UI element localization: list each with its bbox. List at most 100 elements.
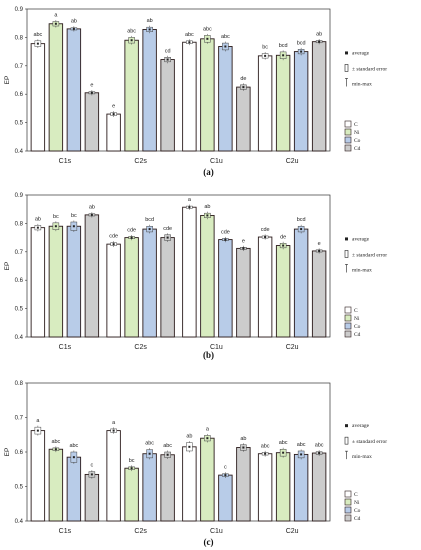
significance-letter: bc — [262, 45, 268, 51]
mean-point — [36, 42, 39, 45]
bar — [66, 225, 82, 338]
mean-point — [112, 243, 115, 246]
significance-letter: bcd — [145, 217, 154, 223]
mean-point — [130, 39, 133, 42]
bar — [236, 86, 251, 152]
panel-caption: (a) — [203, 167, 214, 177]
legend-minmax-label: min-max — [352, 81, 372, 87]
bar — [142, 28, 157, 152]
mean-point — [90, 213, 93, 216]
legend-average-label: average — [352, 423, 370, 429]
significance-letter: abc — [185, 32, 194, 38]
significance-letter: abc — [33, 32, 42, 38]
legend-label-ni: Ni — [354, 316, 360, 322]
bar — [218, 474, 233, 522]
mean-point — [72, 225, 75, 228]
mean-point — [90, 91, 93, 94]
significance-letter: a — [188, 197, 192, 203]
significance-letter: bcd — [297, 40, 306, 46]
mean-point — [206, 437, 209, 440]
legend-swatch-co — [344, 506, 352, 514]
y-axis-label: EP — [4, 448, 11, 457]
significance-letter: abc — [297, 442, 306, 448]
category-label: C1s — [59, 528, 72, 535]
significance-letter: abc — [315, 443, 324, 449]
mean-point — [282, 451, 285, 454]
significance-letter: e — [90, 83, 93, 89]
significance-letter: e — [112, 104, 115, 110]
mean-point — [224, 45, 227, 48]
bar — [48, 225, 64, 338]
bar — [311, 41, 327, 152]
significance-letter: de — [240, 76, 246, 82]
mean-point — [242, 247, 245, 250]
mean-point — [54, 225, 57, 228]
significance-letter: abc — [261, 443, 270, 449]
bar — [124, 467, 139, 522]
plot-frame — [26, 8, 331, 152]
legend-swatch-cd — [344, 144, 352, 152]
bar — [275, 245, 291, 338]
category-label: C2u — [286, 344, 299, 351]
legend-average-label: average — [352, 236, 370, 242]
bar — [311, 452, 327, 522]
significance-letter: ab — [71, 19, 77, 25]
legend-swatch-c — [344, 120, 352, 128]
legend-swatch-c — [344, 490, 352, 498]
mean-point — [148, 452, 151, 455]
mean-point — [300, 50, 303, 53]
legend-se-label: ± standard error — [352, 252, 387, 258]
bar — [124, 237, 139, 338]
mean-point — [54, 448, 57, 451]
significance-letter: a — [36, 418, 40, 424]
bar — [257, 236, 273, 338]
bar — [275, 54, 291, 152]
legend-swatch-cd — [344, 330, 352, 338]
significance-letter: ab — [147, 18, 153, 24]
category-label: C1u — [210, 528, 223, 535]
mean-point — [112, 429, 115, 432]
legend-swatch-ni — [344, 314, 352, 322]
legend-swatch-ni — [344, 128, 352, 136]
significance-letter: bc — [71, 213, 77, 219]
mean-point — [224, 238, 227, 241]
mean-point — [242, 86, 245, 89]
significance-letter: a — [54, 12, 58, 18]
significance-letter: de — [280, 234, 286, 240]
mean-point — [264, 236, 267, 239]
mean-point — [206, 37, 209, 40]
y-tick-label: 0.8 — [15, 221, 24, 227]
y-axis-label: EP — [4, 262, 11, 271]
mean-point — [36, 429, 39, 432]
significance-letter: cde — [127, 227, 136, 233]
legend-label-co: Co — [354, 508, 361, 514]
y-tick-label: 0.4 — [15, 335, 24, 341]
legend-average-marker — [345, 237, 348, 241]
legend-label-ni: Ni — [354, 130, 360, 136]
y-tick-label: 0.7 — [15, 250, 24, 256]
significance-letter: bcd — [279, 43, 288, 49]
significance-letter: e — [242, 238, 245, 244]
y-tick-label: 0.8 — [15, 381, 24, 387]
mean-point — [166, 236, 169, 239]
mean-point — [188, 445, 191, 448]
bar — [66, 28, 82, 152]
bar — [311, 250, 327, 338]
significance-letter: e — [318, 241, 321, 247]
significance-letter: a — [112, 420, 116, 426]
legend-swatch-co — [344, 322, 352, 330]
significance-letter: ab — [204, 204, 210, 210]
bar — [30, 227, 46, 338]
mean-point — [206, 214, 209, 217]
category-label: C2u — [286, 528, 299, 535]
bar — [160, 59, 175, 152]
bar — [84, 92, 100, 152]
y-tick-label: 0.4 — [15, 519, 24, 525]
y-tick-label: 0.5 — [15, 485, 24, 491]
significance-letter: abc — [51, 439, 60, 445]
legend-average-label: average — [352, 50, 370, 56]
panel-caption: (b) — [203, 350, 214, 360]
legend-label-cd: Cd — [354, 146, 361, 152]
significance-letter: ab — [35, 216, 41, 222]
